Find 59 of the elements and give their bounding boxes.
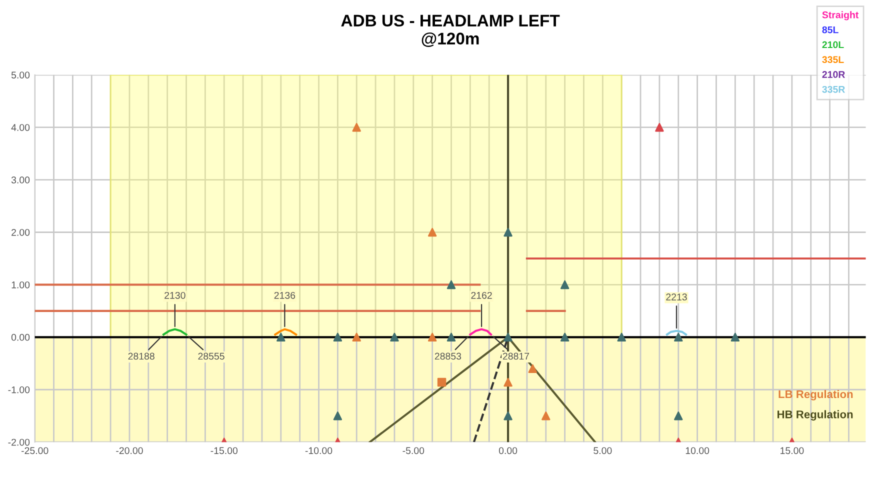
point — [446, 332, 456, 342]
annotation: HB Regulation — [778, 410, 853, 421]
point — [674, 332, 683, 342]
y-tick-label: 5.00 — [11, 72, 30, 78]
y-tick-label: 1.00 — [12, 281, 30, 288]
point — [276, 332, 286, 342]
chart-title: ADB US - HEADLAMP LEFT — [341, 14, 560, 27]
y-tick-label: 2.00 — [12, 228, 30, 236]
annotation: 28817 — [502, 352, 530, 360]
text: 335R — [822, 86, 845, 93]
text: Straight — [822, 11, 859, 20]
y-tick-label: 4.00 — [11, 124, 30, 131]
y-tick-label: -2.00 — [8, 438, 30, 446]
point — [504, 228, 512, 237]
y-tick-label: 3.00 — [11, 176, 30, 184]
chart-subtitle: @120m — [422, 32, 479, 47]
point — [504, 378, 512, 387]
point — [333, 332, 342, 342]
annotation: 2130 — [164, 292, 186, 299]
point — [560, 332, 570, 342]
x-tick-label: 10.00 — [686, 447, 710, 454]
point — [390, 332, 399, 342]
point — [446, 280, 456, 290]
x-tick-label: -15.00 — [210, 447, 238, 454]
point — [504, 411, 512, 420]
point — [352, 332, 361, 342]
point — [333, 411, 342, 420]
point — [528, 364, 538, 374]
y-tick-label: -1.00 — [8, 386, 30, 394]
legend-label: 85L — [822, 26, 838, 34]
annotation: LB Regulation — [778, 390, 853, 400]
annotation: 28188 — [128, 352, 154, 360]
point — [352, 122, 361, 132]
legend-label: 210R — [822, 71, 845, 78]
point — [428, 332, 437, 342]
x-tick-label: -5.00 — [402, 447, 424, 454]
annotation: 28853 — [434, 352, 462, 360]
point — [542, 411, 550, 420]
annotation: 2162 — [471, 292, 492, 299]
text: 335L — [822, 56, 844, 64]
x-tick-label: 5.00 — [594, 447, 612, 454]
x-tick-label: -10.00 — [305, 447, 332, 454]
point — [655, 122, 664, 132]
point — [617, 332, 626, 342]
point — [504, 332, 512, 342]
x-tick-label: 15.00 — [780, 447, 804, 454]
x-tick-label: 0.00 — [498, 447, 518, 454]
annotation: 2213 — [666, 294, 687, 300]
x-tick-label: -25.00 — [21, 447, 48, 454]
x-tick-label: -20.00 — [116, 447, 143, 454]
annotation: 28555 — [198, 352, 224, 360]
point — [730, 332, 740, 342]
point — [437, 378, 446, 387]
y-tick-label: 0.00 — [11, 334, 30, 341]
point — [560, 280, 570, 290]
point — [674, 411, 683, 420]
annotation: 2136 — [274, 292, 296, 299]
point — [428, 228, 437, 237]
text: 210L — [822, 41, 844, 48]
